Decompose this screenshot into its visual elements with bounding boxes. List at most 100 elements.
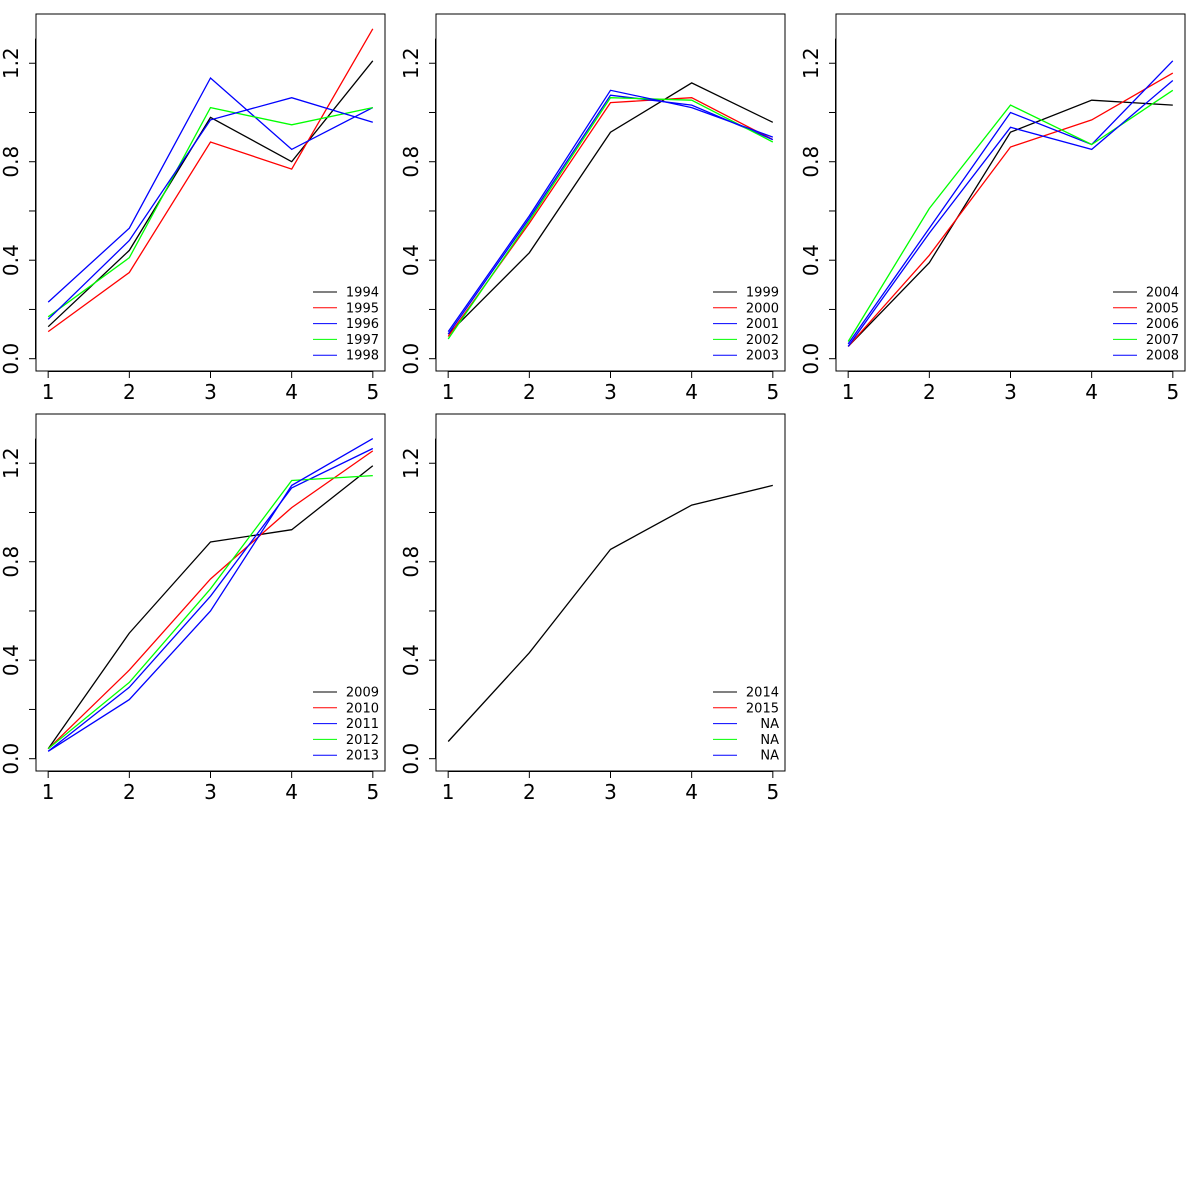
y-tick-label: 0.0 [0, 343, 23, 375]
legend-label: 2010 [346, 701, 379, 716]
y-tick-label: 1.2 [0, 447, 23, 479]
y-tick-label: 0.0 [799, 343, 823, 375]
series-line-1 [47, 60, 374, 328]
x-tick-label: 5 [1166, 380, 1179, 404]
legend-label: 1994 [346, 286, 379, 301]
legend-label: 2012 [346, 733, 379, 748]
series-line-1 [447, 484, 773, 742]
series-line-2 [847, 72, 1174, 347]
y-tick-label: 1.2 [799, 47, 823, 79]
series-line-2 [447, 97, 774, 337]
x-tick-label: 1 [442, 380, 455, 404]
series-line-5 [47, 438, 374, 752]
legend-label: NA [760, 749, 779, 764]
x-tick-label: 2 [123, 780, 136, 804]
x-tick-label: 3 [604, 380, 617, 404]
plot-frame [835, 13, 1186, 372]
series-line-4 [47, 106, 373, 318]
y-tick-label: 0.0 [399, 343, 423, 375]
legend-label: 1998 [346, 349, 379, 364]
plot-frame [435, 13, 786, 372]
x-tick-label: 5 [766, 380, 779, 404]
y-tick-label: 0.4 [799, 244, 823, 276]
x-tick-label: 4 [685, 380, 698, 404]
y-tick-label: 0.4 [0, 244, 23, 276]
legend-label: 2001 [746, 317, 779, 332]
y-tick-label: 0.8 [799, 146, 823, 178]
legend-label: 2004 [1146, 286, 1179, 301]
legend-label: 2007 [1146, 333, 1179, 348]
x-tick-label: 1 [442, 780, 455, 804]
x-tick-label: 5 [366, 380, 379, 404]
y-tick-label: 0.4 [0, 644, 23, 676]
legend-label: 2008 [1146, 349, 1179, 364]
series-line-1 [447, 82, 774, 335]
series-line-3 [47, 76, 374, 303]
y-tick-label: 1.2 [399, 47, 423, 79]
series-line-2 [47, 450, 374, 750]
x-tick-label: 4 [285, 380, 298, 404]
x-tick-label: 2 [923, 380, 936, 404]
y-tick-label: 0.8 [0, 546, 23, 578]
y-tick-label: 0.8 [399, 546, 423, 578]
legend-label: 2003 [746, 349, 779, 364]
y-tick-label: 0.4 [399, 244, 423, 276]
series-line-1 [847, 99, 1173, 347]
x-tick-label: 3 [604, 780, 617, 804]
series-line-5 [47, 97, 373, 320]
x-tick-label: 3 [204, 380, 217, 404]
x-tick-label: 1 [842, 380, 855, 404]
x-tick-label: 4 [685, 780, 698, 804]
series-line-4 [447, 97, 774, 340]
y-tick-label: 1.2 [0, 47, 23, 79]
y-tick-label: 0.4 [399, 644, 423, 676]
legend-label: 1999 [746, 286, 779, 301]
legend-label: 2015 [746, 701, 779, 716]
x-tick-label: 5 [366, 780, 379, 804]
y-tick-label: 1.2 [399, 447, 423, 479]
legend-label: 2009 [346, 686, 379, 701]
legend-label: 2011 [346, 717, 379, 732]
legend-label: 2013 [346, 749, 379, 764]
x-tick-label: 2 [523, 380, 536, 404]
x-tick-label: 5 [766, 780, 779, 804]
x-tick-label: 2 [523, 780, 536, 804]
x-tick-label: 4 [1085, 380, 1098, 404]
plot-frame [35, 13, 386, 372]
legend-label: NA [760, 733, 779, 748]
series-line-3 [47, 447, 374, 752]
plot-frame [435, 413, 786, 772]
series-line-2 [47, 28, 374, 333]
legend-label: 1995 [346, 301, 379, 316]
x-tick-label: 2 [123, 380, 136, 404]
x-tick-label: 1 [42, 780, 55, 804]
legend-label: 1997 [346, 333, 379, 348]
legend-label: 2000 [746, 301, 779, 316]
series-line-5 [847, 80, 1174, 347]
legend-label: 2014 [746, 686, 779, 701]
y-tick-label: 0.8 [0, 146, 23, 178]
legend-label: NA [760, 717, 779, 732]
x-tick-label: 4 [285, 780, 298, 804]
y-tick-label: 0.0 [399, 743, 423, 775]
x-tick-label: 1 [42, 380, 55, 404]
y-tick-label: 0.0 [0, 743, 23, 775]
x-tick-label: 3 [204, 780, 217, 804]
series-line-3 [847, 60, 1174, 345]
legend-label: 2006 [1146, 317, 1179, 332]
y-tick-label: 0.8 [399, 146, 423, 178]
legend-label: 1996 [346, 317, 379, 332]
legend-label: 2005 [1146, 301, 1179, 316]
x-tick-label: 3 [1004, 380, 1017, 404]
legend-label: 2002 [746, 333, 779, 348]
series-line-4 [47, 474, 373, 750]
series-line-1 [47, 465, 374, 750]
series-line-5 [447, 89, 774, 332]
series-line-3 [447, 94, 774, 335]
